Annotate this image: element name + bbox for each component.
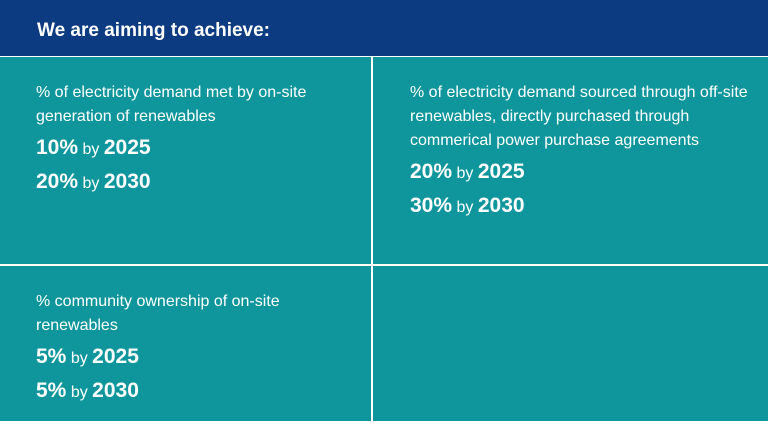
target-year: 2025 bbox=[92, 345, 139, 368]
target-description: % community ownership of on-site renewab… bbox=[36, 293, 280, 334]
target-2030: 30% by 2030 bbox=[410, 190, 758, 224]
target-year: 2030 bbox=[103, 170, 151, 193]
target-2025: 10% by 2025 bbox=[36, 132, 361, 166]
target-description: % of electricity demand met by on-site g… bbox=[36, 84, 307, 125]
target-by: by bbox=[456, 165, 474, 182]
target-2030: 5% by 2030 bbox=[36, 375, 361, 409]
target-value: 10% bbox=[36, 136, 79, 159]
target-by: by bbox=[82, 141, 100, 158]
header-title: We are aiming to achieve: bbox=[37, 20, 271, 41]
target-by: by bbox=[82, 175, 100, 192]
target-card-offsite-ppa: % of electricity demand sourced through … bbox=[373, 57, 768, 264]
target-2025: 5% by 2025 bbox=[36, 341, 361, 375]
target-year: 2025 bbox=[477, 160, 525, 183]
target-by: by bbox=[456, 199, 474, 216]
target-value: 30% bbox=[410, 194, 453, 217]
targets-grid: % of electricity demand met by on-site g… bbox=[0, 57, 768, 421]
target-year: 2030 bbox=[92, 379, 139, 402]
target-value: 20% bbox=[36, 170, 79, 193]
target-year: 2025 bbox=[103, 136, 151, 159]
target-year: 2030 bbox=[477, 194, 525, 217]
header-bar: We are aiming to achieve: bbox=[0, 0, 768, 56]
target-by: by bbox=[70, 350, 88, 367]
target-2030: 20% by 2030 bbox=[36, 166, 361, 200]
target-card-onsite-generation: % of electricity demand met by on-site g… bbox=[0, 57, 371, 264]
target-value: 5% bbox=[36, 379, 67, 402]
target-2025: 20% by 2025 bbox=[410, 156, 758, 190]
target-value: 5% bbox=[36, 345, 67, 368]
target-by: by bbox=[70, 384, 88, 401]
target-card-community-ownership: % community ownership of on-site renewab… bbox=[0, 266, 371, 421]
target-description: % of electricity demand sourced through … bbox=[410, 84, 748, 149]
target-value: 20% bbox=[410, 160, 453, 183]
empty-cell bbox=[373, 266, 768, 421]
